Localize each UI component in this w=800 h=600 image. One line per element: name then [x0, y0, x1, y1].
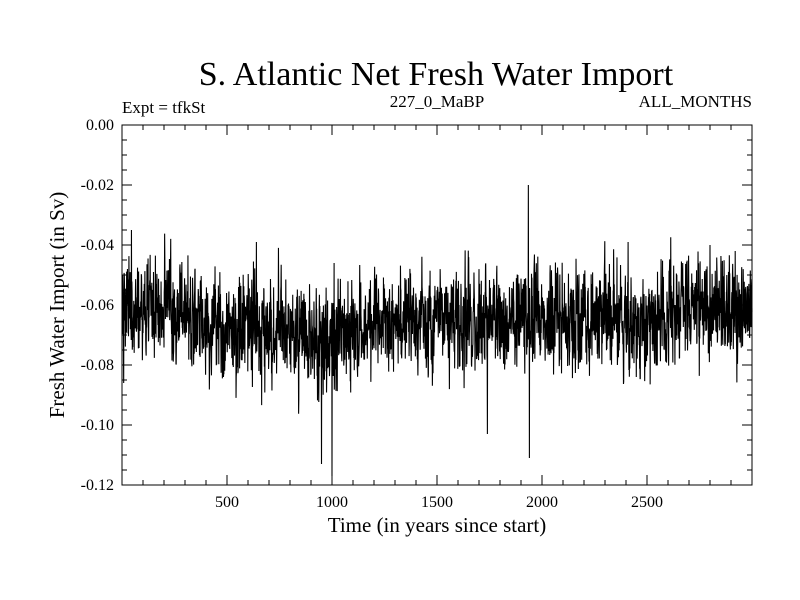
x-tick-label: 2500 [631, 494, 663, 511]
y-axis-ticks: 0.00 -0.02 -0.04 -0.06 -0.08 -0.10 -0.12 [81, 117, 752, 494]
subtitle-center: 227_0_MaBP [390, 92, 484, 111]
y-tick-label: -0.08 [81, 357, 114, 374]
series-layer [121, 184, 753, 477]
subtitle-left: Expt = tfkSt [122, 98, 206, 117]
x-tick-label: 500 [215, 494, 239, 511]
x-tick-label: 2000 [526, 494, 558, 511]
y-axis-label: Fresh Water Import (in Sv) [45, 192, 69, 419]
y-tick-label: -0.12 [81, 477, 114, 494]
y-tick-label: 0.00 [86, 117, 114, 134]
series-line [121, 184, 753, 477]
x-axis-ticks: 500 1000 1500 2000 2500 [142, 125, 732, 511]
plot-frame [121, 124, 753, 486]
x-axis-label: Time (in years since start) [328, 513, 547, 537]
x-tick-label: 1500 [421, 494, 453, 511]
y-tick-label: -0.10 [81, 417, 114, 434]
y-tick-label: -0.04 [81, 237, 114, 254]
subtitle-right: ALL_MONTHS [639, 92, 752, 111]
y-tick-label: -0.02 [81, 177, 114, 194]
y-tick-label: -0.06 [81, 297, 114, 314]
chart-title: S. Atlantic Net Fresh Water Import [199, 56, 674, 93]
x-tick-label: 1000 [316, 494, 348, 511]
